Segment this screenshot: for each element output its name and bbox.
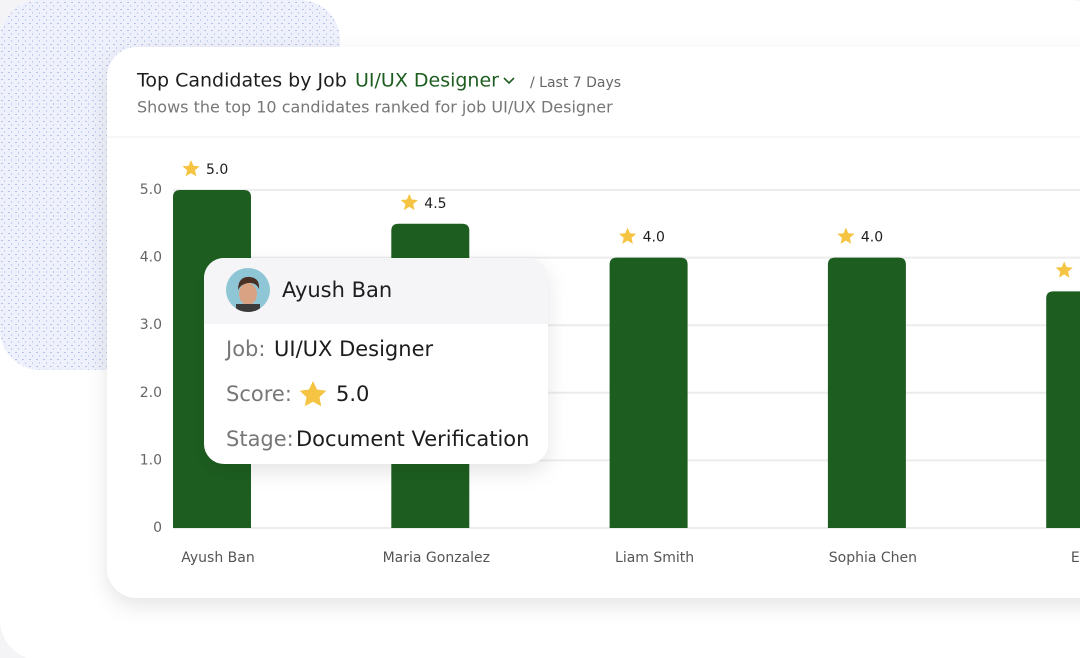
value-label: 5.0 <box>206 162 228 178</box>
tooltip-header <box>204 258 548 324</box>
tooltip-score-label: Score: <box>226 382 292 406</box>
chart-title: Top Candidates by Job <box>136 70 347 92</box>
x-tick-label: Maria Gonzalez <box>383 550 490 566</box>
tooltip-score: 5.0 <box>336 382 369 406</box>
period: / Last 7 Days <box>530 75 621 91</box>
value-star <box>400 193 418 211</box>
x-tick-label: Sophia Chen <box>829 550 917 566</box>
y-tick-label: 1.0 <box>140 452 162 468</box>
bar <box>1046 291 1080 528</box>
tooltip: Ayush Ban Job: UI/UX Designer Score: 5.0… <box>204 258 548 464</box>
tooltip-star <box>299 381 327 407</box>
subtitle: Shows the top 10 candidates ranked for j… <box>137 98 613 117</box>
y-tick-label: 0 <box>153 520 162 536</box>
value-star <box>182 160 200 177</box>
value-label: 4.0 <box>643 230 665 246</box>
value-star <box>1055 261 1073 278</box>
y-tick-label: 2.0 <box>140 385 162 401</box>
x-tick-label: Ethan <box>1071 550 1080 566</box>
y-tick-label: 5.0 <box>140 182 162 198</box>
avatar-face <box>236 276 260 312</box>
x-tick-label: Liam Smith <box>615 550 694 566</box>
tooltip-job: UI/UX Designer <box>274 337 433 361</box>
x-tick-label: Ayush Ban <box>181 550 254 566</box>
y-tick-label: 4.0 <box>140 250 162 266</box>
value-star <box>837 227 855 244</box>
bar <box>827 257 906 528</box>
tooltip-job-label: Job: <box>224 337 265 361</box>
bar <box>609 257 688 528</box>
y-tick-label: 3.0 <box>140 317 162 333</box>
value-star <box>619 227 637 244</box>
tooltip-stage: Document Verification <box>296 427 529 451</box>
value-label: 4.5 <box>424 196 446 212</box>
value-label: 4.0 <box>861 230 883 246</box>
dropdown-icon[interactable] <box>503 77 515 85</box>
job-selector[interactable]: UI/UX Designer <box>355 70 499 92</box>
tooltip-stage-label: Stage: <box>226 427 294 451</box>
tooltip-name: Ayush Ban <box>282 278 392 302</box>
